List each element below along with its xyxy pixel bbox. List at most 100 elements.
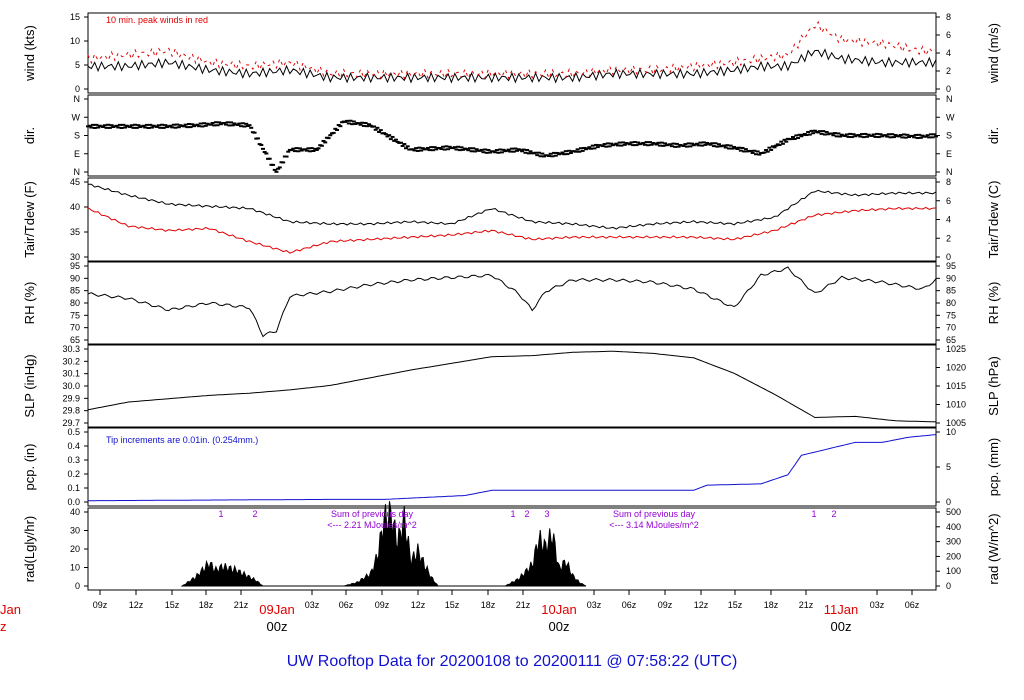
ytick-label-left: 80 [70, 298, 80, 308]
dir-point [765, 150, 770, 153]
dir-point [419, 149, 424, 152]
dir-point [636, 141, 641, 144]
dir-point [104, 126, 109, 129]
dir-point [816, 131, 821, 134]
ylabel-left-dir: dir. [22, 127, 37, 144]
ytick-label-right: 85 [946, 286, 956, 296]
dir-point [356, 122, 361, 125]
dir-point [528, 150, 533, 153]
dir-point [249, 126, 254, 129]
rad-annotation: <--- 2.21 MJoules/m^2 [327, 520, 417, 530]
dir-point [239, 125, 244, 128]
xtick-label: 18z [481, 600, 496, 610]
dir-point [684, 145, 689, 148]
dir-point [232, 122, 237, 125]
dir-point [917, 133, 922, 136]
ytick-label-right: 200 [946, 551, 961, 561]
dir-point [757, 153, 762, 156]
ytick-label-left: 30.0 [62, 381, 80, 391]
dir-point [217, 121, 222, 124]
dir-point [168, 124, 173, 127]
panel-rad: rad(Lgly/hr) rad (W/m^2)01020304001002003… [22, 501, 1001, 591]
dir-point [385, 135, 390, 138]
dir-point [343, 120, 348, 123]
dir-point [457, 149, 462, 152]
dir-point [811, 132, 816, 135]
dir-point [861, 136, 866, 139]
ylabel-left-temp: Tair/Tdew (F) [22, 181, 37, 258]
rad-annotation: 2 [831, 509, 836, 519]
dir-point [817, 130, 822, 133]
day-label-hour: 00z [267, 619, 288, 634]
dir-point [547, 155, 552, 158]
dir-point [131, 126, 136, 129]
dir-point [656, 141, 661, 144]
dir-point [848, 132, 853, 135]
dir-point [513, 147, 518, 150]
dir-point [782, 138, 787, 141]
dir-point [932, 133, 937, 136]
dir-point [366, 123, 371, 126]
dir-point [393, 138, 398, 141]
dir-point [294, 147, 299, 150]
dir-point [358, 123, 363, 126]
dir-point [260, 147, 265, 150]
dir-point [627, 143, 632, 146]
dir-point [533, 151, 538, 154]
dir-point [414, 147, 419, 150]
ytick-label-right: 75 [946, 310, 956, 320]
ytick-label-right: 100 [946, 566, 961, 576]
dir-point [674, 142, 679, 145]
dir-point [501, 148, 506, 151]
ytick-label-left: N [74, 167, 81, 177]
dir-point [902, 133, 907, 136]
dir-point [404, 147, 408, 150]
dir-point [277, 166, 282, 169]
dir-point [523, 151, 528, 154]
dir-point [690, 142, 695, 145]
dir-point [446, 148, 451, 151]
ytick-label-right: E [946, 149, 952, 159]
xtick-label: 12z [694, 600, 709, 610]
ytick-label-left: 70 [70, 323, 80, 333]
dir-point [274, 170, 279, 173]
ytick-label-right: 400 [946, 522, 961, 532]
ytick-label-right: 0 [946, 497, 951, 507]
xtick-label: 06z [339, 600, 354, 610]
ytick-label-left: 0.2 [67, 469, 80, 479]
dir-point [316, 147, 321, 150]
dir-point [434, 148, 439, 151]
ytick-label-right: 0 [946, 581, 951, 591]
ytick-label-left: 40 [70, 507, 80, 517]
dir-point [129, 124, 134, 127]
dir-point [181, 125, 186, 128]
dir-point [790, 135, 795, 138]
ytick-label-left: 0 [75, 84, 80, 94]
dir-point [328, 134, 333, 137]
dir-point [160, 123, 165, 126]
xtick-label: 15z [445, 600, 460, 610]
day-label-hour: 00z [831, 619, 852, 634]
dir-point [688, 145, 693, 148]
dir-point [851, 133, 856, 136]
dir-point [510, 147, 514, 150]
ylabel-left-pcp: pcp. (in) [22, 444, 37, 491]
dir-point [728, 144, 733, 147]
dir-point [550, 155, 555, 158]
dir-point [170, 126, 175, 129]
dir-point [158, 126, 163, 129]
dir-point [578, 147, 583, 150]
ylabel-right-wind: wind (m/s) [986, 23, 1001, 84]
dir-point [308, 150, 313, 153]
dir-point [474, 148, 479, 151]
dir-point [521, 148, 526, 151]
dir-point [412, 149, 417, 152]
dir-point [439, 148, 444, 151]
dir-point [488, 151, 493, 154]
dir-point [743, 148, 748, 151]
xtick-label: 09z [658, 600, 673, 610]
rad-annotation: <--- 3.14 MJoules/m^2 [609, 520, 699, 530]
dir-point [171, 123, 176, 126]
dir-point [777, 144, 782, 147]
